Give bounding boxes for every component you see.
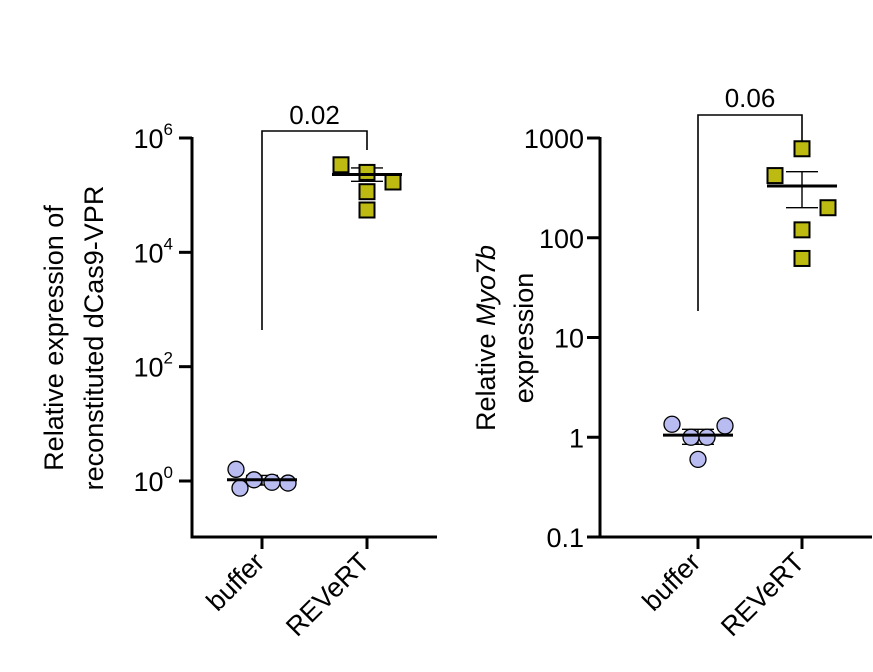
data-point <box>793 140 811 158</box>
y-tick-label: 104 <box>133 234 173 268</box>
data-point <box>279 474 297 492</box>
y-tick-label: 1 <box>569 423 584 453</box>
series-buffer <box>227 460 297 497</box>
series-revert <box>332 156 402 219</box>
data-point <box>663 415 681 433</box>
data-point <box>766 167 784 185</box>
y-axis-label-line: Relative Myo7b <box>471 245 501 431</box>
y-tick-label: 1000 <box>524 124 584 154</box>
y-tick-label: 102 <box>133 349 173 383</box>
data-point <box>231 479 249 497</box>
y-axis-label-line: expression <box>509 273 539 404</box>
data-point <box>793 249 811 267</box>
y-axis-label-line: Relative expression of <box>39 205 69 471</box>
significance-bracket <box>697 114 803 311</box>
significance-bracket <box>261 130 368 330</box>
data-point <box>682 428 700 446</box>
x-tick-label-revert: REVeRT <box>715 547 810 642</box>
y-tick-label: 106 <box>133 120 173 154</box>
series-revert <box>766 140 837 267</box>
y-tick-label: 0.1 <box>546 523 584 553</box>
x-tick-label-buffer: buffer <box>201 547 271 617</box>
data-point <box>819 199 837 217</box>
y-axis-label-line: reconstituted dCas9-VPR <box>79 186 109 491</box>
data-point <box>716 417 734 435</box>
y-tick-label: 100 <box>133 463 173 497</box>
p-value-label: 0.06 <box>725 83 776 113</box>
data-point <box>358 201 376 219</box>
x-tick-label-buffer: buffer <box>637 547 707 617</box>
series-buffer <box>663 415 734 469</box>
data-point <box>227 460 245 478</box>
x-tick-label-revert: REVeRT <box>280 547 375 642</box>
y-tick-label: 100 <box>539 224 584 254</box>
data-point <box>358 183 376 201</box>
data-point <box>793 221 811 239</box>
chart-panel-1: 100 102 104 106 buffer REVeRT Relative express… <box>39 100 437 642</box>
y-tick-label: 10 <box>554 324 584 354</box>
data-point <box>698 428 716 446</box>
data-point <box>384 173 402 191</box>
p-value-label: 0.02 <box>289 100 340 130</box>
data-point <box>358 163 376 181</box>
data-point <box>332 156 350 174</box>
data-point <box>263 473 281 491</box>
chart-panel-2: 0.1 1 10 100 1000 buffer REVeRT Relative Myo7b e… <box>471 83 872 642</box>
data-point <box>689 450 707 469</box>
